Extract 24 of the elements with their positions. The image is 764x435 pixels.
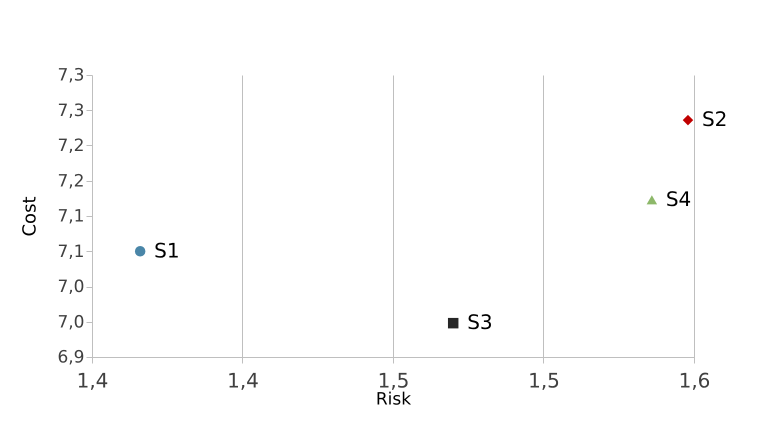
series-label: S2	[702, 107, 728, 132]
point	[134, 246, 146, 256]
x-tick-label: 1,4	[227, 368, 259, 392]
x-axis-title: Risk	[376, 390, 412, 410]
y-tick-label: 7,2	[57, 136, 84, 156]
series-label: S3	[467, 310, 493, 334]
point	[682, 114, 694, 126]
x-tick-label: 1,4	[76, 368, 108, 392]
x-tick-label: 1,6	[678, 368, 710, 392]
y-tick-label: 7,0	[57, 277, 84, 297]
y-tick-label: 7,3	[57, 100, 84, 121]
x-tick-label: 1,5	[528, 368, 560, 392]
y-tick-label: 6,9	[57, 348, 84, 368]
y-tick-label: 7,3	[57, 66, 84, 86]
x-tick-label: 1,5	[378, 368, 410, 392]
y-tick-label: 7,1	[57, 242, 84, 262]
y-tick-label: 7,0	[57, 312, 84, 332]
series-label: S1	[154, 238, 180, 262]
point	[646, 195, 658, 204]
y-tick-label: 7,1	[57, 206, 84, 226]
y-axis-title: Cost	[19, 196, 40, 237]
point	[448, 318, 458, 328]
series-label: S4	[666, 186, 692, 211]
y-tick-label: 7,2	[57, 171, 84, 192]
